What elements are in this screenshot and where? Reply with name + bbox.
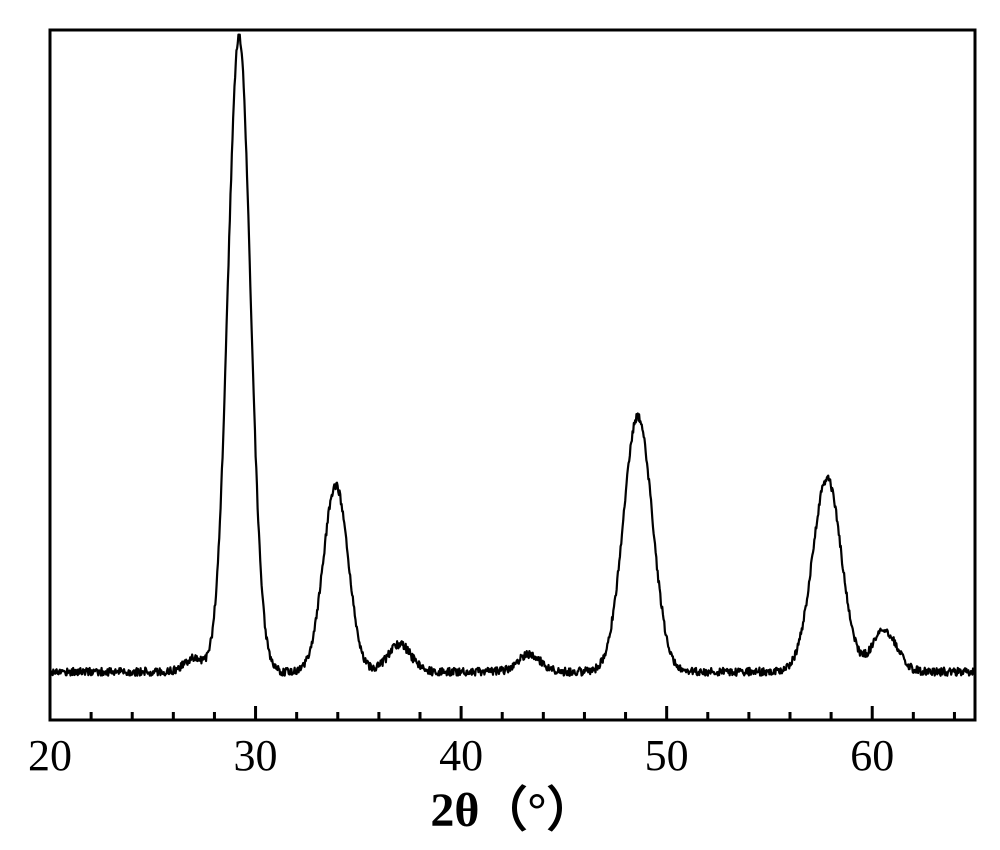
- x-tick-label: 30: [234, 731, 278, 780]
- x-tick-label: 40: [439, 731, 483, 780]
- chart-background: [0, 0, 1000, 850]
- x-axis-label: 2θ（°）: [430, 784, 594, 837]
- x-tick-label: 20: [28, 731, 72, 780]
- x-tick-label: 60: [850, 731, 894, 780]
- x-tick-label: 50: [645, 731, 689, 780]
- xrd-chart-container: 20 30 40 50 60 2θ（°）: [0, 0, 1000, 850]
- xrd-chart-svg: 20 30 40 50 60 2θ（°）: [0, 0, 1000, 850]
